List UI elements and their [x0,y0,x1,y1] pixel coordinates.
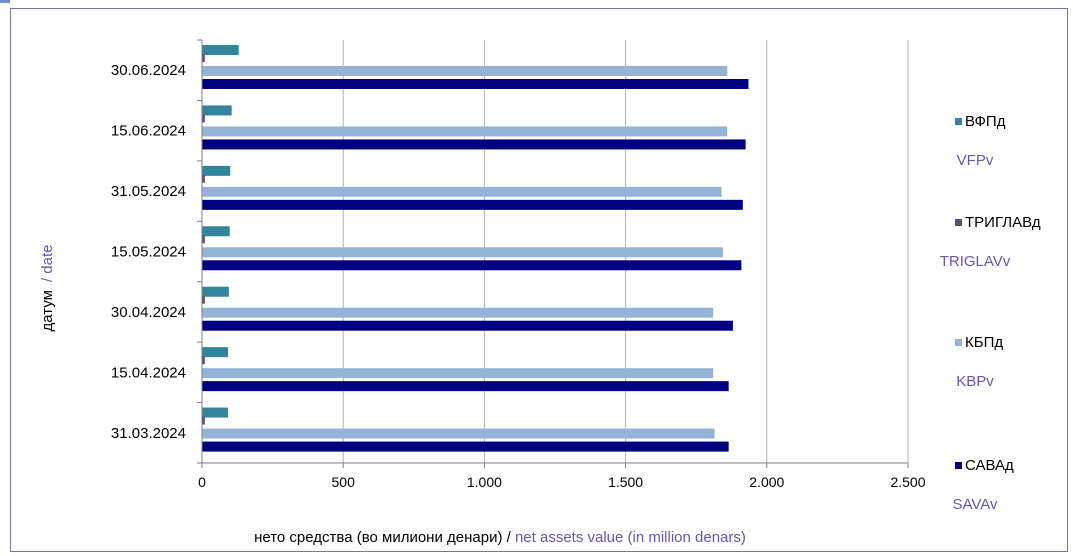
legend-swatch [955,462,962,469]
bar [202,199,743,210]
bar [202,260,742,271]
legend-swatch [955,118,962,125]
x-axis-label-en: net assets value (in million denars) [515,529,746,546]
chart-frame [10,8,1068,552]
x-axis-label: нето средства (во милиони денари) / [254,529,515,546]
bar [202,45,239,55]
x-tick-label: 1.500 [608,474,643,490]
bar [202,428,715,439]
y-axis-label-en: / date [39,245,56,283]
legend-label: САВАд [965,457,1014,474]
x-tick-label: 2.500 [890,474,925,490]
bar [202,235,205,244]
legend-label-en: VFPv [957,152,994,169]
bar [202,114,205,123]
bar [202,286,229,297]
category-label: 15.06.2024 [111,123,186,140]
bar [202,295,205,304]
category-label: 15.04.2024 [111,364,186,381]
y-axis-title: датум / date [39,245,56,332]
axes [197,39,909,468]
bar [202,368,714,379]
legend-swatch [955,219,962,226]
bar [202,320,733,331]
category-label: 15.05.2024 [111,244,186,261]
bar [202,165,231,176]
bar [202,381,729,392]
x-tick-label: 500 [332,474,356,490]
legend-swatch [955,339,962,346]
legend: ВФПд VFPv ТРИГЛАВд TRIGLAVv КБПд KBPv САВАд SAV… [940,113,1041,513]
x-axis-title: нето средства (во милиони денари) / net … [254,529,746,546]
bar [202,139,746,150]
bar [202,356,205,365]
bar [202,441,729,452]
category-label: 31.03.2024 [111,425,186,442]
x-tick-label: 0 [198,474,206,490]
bar [202,226,230,237]
bar [202,407,228,418]
bars [202,45,749,452]
category-label: 30.06.2024 [111,62,186,79]
bar [202,105,232,116]
bar [202,79,749,89]
legend-label: ТРИГЛАВд [965,214,1041,231]
bar [202,126,728,137]
bar [202,347,228,358]
corner-accent [0,0,10,3]
category-labels: 30.06.2024 15.06.2024 31.05.2024 15.05.2024… [111,62,186,442]
bar [202,174,205,183]
x-tick-labels: 0 500 1.000 1.500 2.000 2.500 [198,474,926,490]
legend-label: ВФПд [965,113,1006,130]
bar [202,247,724,258]
category-label: 30.04.2024 [111,304,186,321]
y-axis-label: датум [39,290,56,331]
bar [202,54,205,62]
legend-label-en: KBPv [956,373,994,390]
legend-label: КБПд [965,334,1003,351]
x-tick-label: 1.000 [467,474,502,490]
legend-label-en: TRIGLAVv [940,253,1011,270]
category-label: 31.05.2024 [111,183,186,200]
x-tick-label: 2.000 [749,474,784,490]
bar [202,416,205,425]
bar [202,186,722,197]
legend-label-en: SAVAv [952,496,998,513]
bar [202,307,714,318]
bar [202,66,728,76]
